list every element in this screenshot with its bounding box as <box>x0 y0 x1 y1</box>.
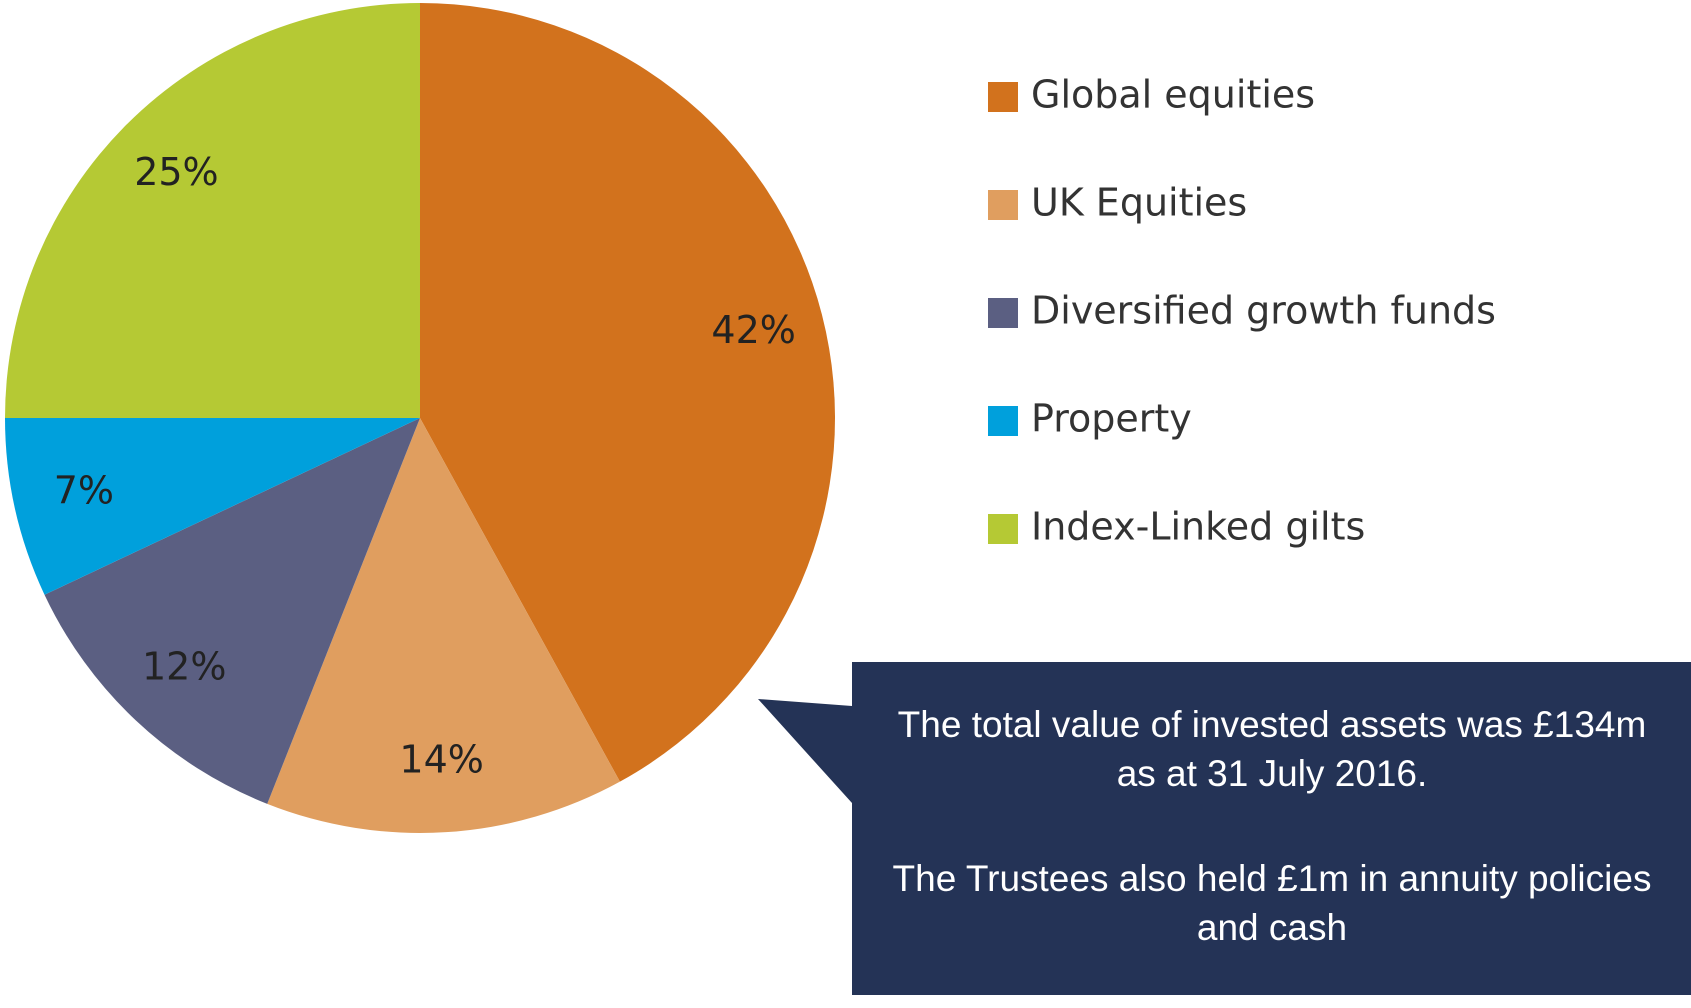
callout-text: The total value of invested assets was £… <box>897 704 1647 794</box>
legend-swatch <box>988 82 1018 112</box>
legend-label: Index-Linked gilts <box>1031 505 1365 549</box>
callout: The total value of invested assets was £… <box>882 700 1662 1008</box>
data-label: 7% <box>54 469 114 513</box>
legend-label: Global equities <box>1031 73 1315 117</box>
callout-pointer <box>758 699 852 803</box>
legend-swatch <box>988 514 1018 544</box>
pie-slice <box>267 418 620 833</box>
data-label: 12% <box>142 645 226 689</box>
pie-slice <box>5 418 420 595</box>
pie-slice <box>44 418 421 804</box>
legend-swatch <box>988 406 1018 436</box>
pie-slice <box>420 3 836 782</box>
data-label: 25% <box>134 150 218 194</box>
legend-label: Property <box>1031 397 1192 441</box>
data-label: 42% <box>711 308 795 352</box>
pie <box>5 3 836 833</box>
callout-text: The Trustees also held £1m in annuity po… <box>892 858 1652 948</box>
legend-label: UK Equities <box>1031 181 1247 225</box>
legend-label: Diversified growth funds <box>1031 289 1496 333</box>
callout-box <box>852 662 1691 995</box>
data-label: 14% <box>399 737 483 781</box>
legend-swatch <box>988 298 1018 328</box>
legend-swatch <box>988 190 1018 220</box>
pie-slice <box>5 3 420 418</box>
